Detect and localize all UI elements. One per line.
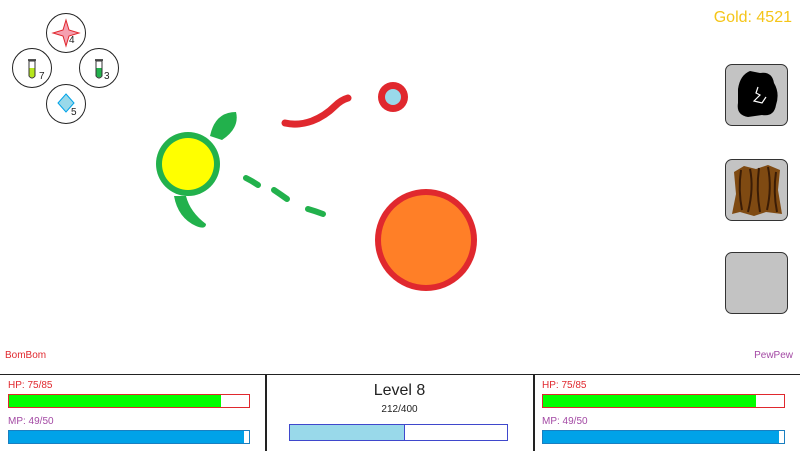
item-slot-yellow-potion[interactable]: 7 (12, 48, 52, 88)
item-count: 4 (69, 35, 75, 46)
hud-divider (533, 375, 535, 451)
skill-button-empty[interactable] (725, 252, 788, 314)
item-count: 5 (71, 107, 77, 118)
leaf-shape (210, 112, 237, 140)
blue-crystal-icon (57, 93, 75, 113)
player-body-core (162, 138, 214, 190)
player-name-right: PewPew (754, 350, 793, 361)
hp-fill-right (543, 395, 756, 407)
player-character-left (156, 112, 237, 228)
hp-bar-right (542, 394, 785, 408)
enemy-orb-small (378, 82, 408, 112)
mp-label-right: MP: 49/50 (542, 416, 588, 427)
xp-fill (290, 425, 405, 440)
level-title: Level 8 (373, 382, 426, 399)
mp-fill-left (9, 431, 245, 443)
leaf-tail-shape (174, 196, 206, 228)
item-count: 3 (104, 71, 110, 82)
hp-label-left: HP: 75/85 (8, 380, 53, 391)
xp-bar (289, 424, 508, 441)
green-potion-icon (95, 59, 103, 79)
enemy-orb-large (375, 189, 477, 291)
item-slot-shuriken[interactable]: 4 (46, 13, 86, 53)
gold-counter: Gold: 4521 (713, 9, 792, 26)
item-count: 7 (39, 71, 45, 82)
status-hud (0, 374, 800, 451)
green-dash-projectile (243, 175, 326, 217)
mp-label-left: MP: 49/50 (8, 416, 54, 427)
player-name-left: BomBom (5, 350, 47, 361)
mp-bar-right (542, 430, 785, 444)
red-streak-projectile (281, 94, 352, 128)
game-arena (156, 82, 477, 291)
yellow-potion-icon (28, 59, 36, 79)
xp-text: 212/400 (381, 404, 418, 415)
skill-button-bark[interactable] (725, 159, 788, 221)
skill-button-shadow[interactable] (725, 64, 788, 126)
wood-bark-icon (732, 165, 782, 216)
mp-fill-right (543, 431, 780, 443)
hp-bar-left (8, 394, 250, 408)
item-slot-green-potion[interactable]: 3 (79, 48, 119, 88)
hud-divider (265, 375, 267, 451)
mp-bar-left (8, 430, 250, 444)
hp-fill-left (9, 395, 221, 407)
item-slot-crystal[interactable]: 5 (46, 84, 86, 124)
shadow-blot-icon (737, 71, 778, 117)
hp-label-right: HP: 75/85 (542, 380, 587, 391)
shuriken-icon (51, 18, 81, 48)
